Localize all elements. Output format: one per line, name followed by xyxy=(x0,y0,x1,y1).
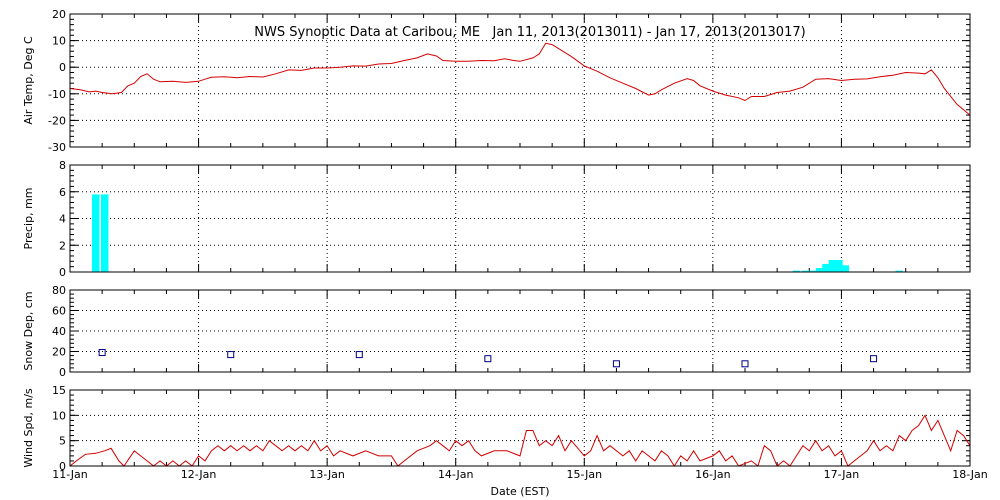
precip-ytick-label: 4 xyxy=(59,213,66,226)
air-temp-ytick-label: 20 xyxy=(52,8,66,21)
chart-panels: -30 -20 -10 0 10 20 Air Temp, Deg C 0 2 4 6 8 Precip… xyxy=(22,8,988,481)
precip-ytick-label: 0 xyxy=(59,266,66,279)
snow-depth-ytick-label: 40 xyxy=(52,325,66,338)
date-tick-label: 17-Jan xyxy=(824,468,860,481)
precip-frame xyxy=(69,164,971,273)
air-temp-frame xyxy=(69,13,971,148)
precip-bar xyxy=(91,194,100,272)
air-temp-line xyxy=(70,42,970,116)
snow-depth-point xyxy=(741,360,749,368)
wind-speed-ylabel: Wind Spd, m/s xyxy=(22,388,35,468)
precip-bar xyxy=(828,259,837,272)
air-temp-ytick-label: -20 xyxy=(48,114,66,127)
date-tick-label: 15-Jan xyxy=(567,468,603,481)
precip-bar xyxy=(835,259,843,272)
precip-bar xyxy=(895,270,904,273)
date-tick-label: 18-Jan xyxy=(952,468,988,481)
precip-ylabel: Precip, mm xyxy=(22,188,35,250)
wind-speed-ytick-label: 10 xyxy=(52,409,66,422)
snow-depth-point xyxy=(355,351,363,359)
snow-depth-point xyxy=(484,355,492,363)
air-temp-ytick-label: -10 xyxy=(48,88,66,101)
date-tick-label: 12-Jan xyxy=(181,468,217,481)
date-tick-label: 16-Jan xyxy=(695,468,731,481)
snow-depth-ylabel: Snow Dep, cm xyxy=(22,291,35,370)
air-temp-ytick-label: 0 xyxy=(59,61,66,74)
precip-bar xyxy=(801,270,810,273)
date-tick-label: 13-Jan xyxy=(309,468,345,481)
snow-depth-ytick-label: 20 xyxy=(52,346,66,359)
precip-bar xyxy=(792,270,801,273)
precip-bar xyxy=(815,267,824,272)
x-axis-label: Date (EST) xyxy=(490,485,549,498)
air-temp-ytick-label: -30 xyxy=(48,141,66,154)
precip-ytick-label: 6 xyxy=(59,186,66,199)
snow-depth-ytick-label: 0 xyxy=(59,366,66,379)
air-temp-ytick-label: 10 xyxy=(52,35,66,48)
air-temp-ylabel: Air Temp, Deg C xyxy=(22,36,35,125)
date-tick-label: 11-Jan xyxy=(52,468,88,481)
wind-speed-ytick-label: 15 xyxy=(52,384,66,397)
precip-bar xyxy=(841,265,850,272)
chart-title: NWS Synoptic Data at Caribou, ME Jan 11,… xyxy=(254,25,805,40)
snow-depth-point xyxy=(98,349,106,357)
wind-speed-panel: 0 5 10 15 Wind Spd, m/s xyxy=(22,384,971,473)
snow-depth-point xyxy=(227,351,235,359)
snow-depth-ytick-label: 60 xyxy=(52,305,66,318)
snow-depth-frame xyxy=(69,289,971,373)
wind-speed-ytick-label: 5 xyxy=(59,435,66,448)
precip-bar xyxy=(809,270,817,273)
precip-panel: 0 2 4 6 8 Precip, mm xyxy=(22,159,971,279)
snow-depth-panel: 0 20 40 60 80 Snow Dep, cm xyxy=(22,284,971,379)
precip-ytick-label: 8 xyxy=(59,159,66,172)
snow-depth-point xyxy=(870,355,878,363)
wind-speed-frame xyxy=(69,389,971,467)
snow-depth-ytick-label: 80 xyxy=(52,284,66,297)
precip-bar xyxy=(822,263,830,272)
air-temp-panel: -30 -20 -10 0 10 20 Air Temp, Deg C xyxy=(22,8,971,154)
precip-ytick-label: 2 xyxy=(59,239,66,252)
wind-speed-line xyxy=(70,414,970,466)
wind-speed-ytick-label: 0 xyxy=(59,460,66,473)
snow-depth-point xyxy=(612,360,620,368)
date-tick-label: 14-Jan xyxy=(438,468,474,481)
precip-bar xyxy=(100,194,109,272)
